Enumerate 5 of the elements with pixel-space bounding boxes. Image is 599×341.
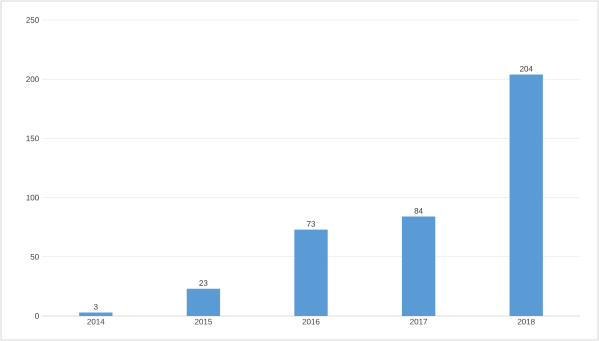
bar	[402, 216, 436, 316]
bar	[510, 74, 543, 316]
bar	[294, 230, 328, 316]
bar	[186, 288, 220, 316]
bar	[79, 312, 112, 316]
